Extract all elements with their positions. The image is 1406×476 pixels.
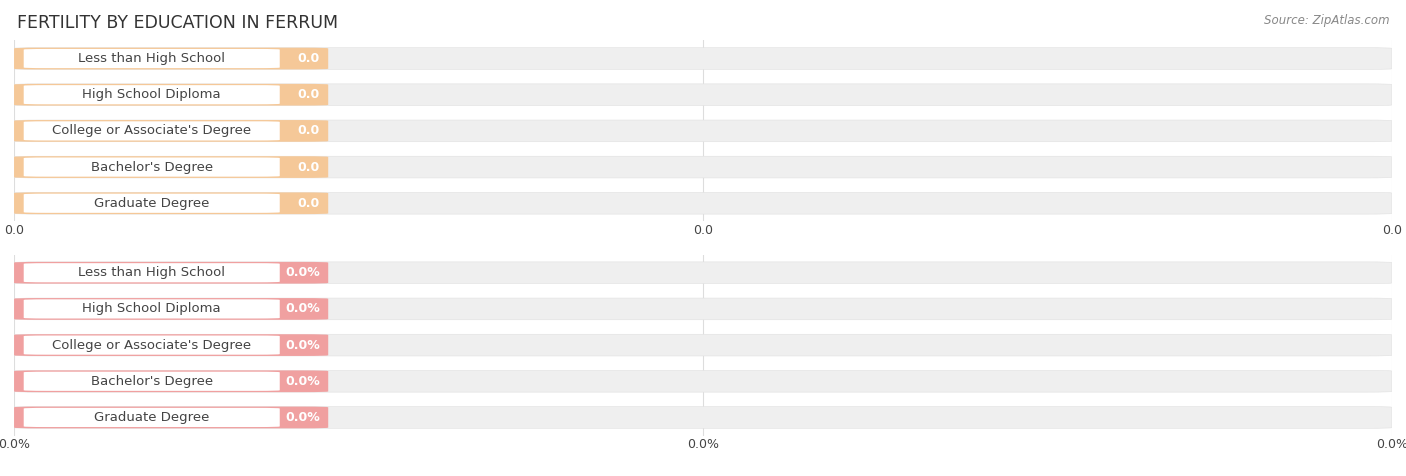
FancyBboxPatch shape	[14, 156, 1392, 178]
Text: FERTILITY BY EDUCATION IN FERRUM: FERTILITY BY EDUCATION IN FERRUM	[17, 14, 337, 32]
FancyBboxPatch shape	[24, 121, 280, 140]
Text: Graduate Degree: Graduate Degree	[94, 411, 209, 424]
Text: College or Associate's Degree: College or Associate's Degree	[52, 338, 252, 352]
Text: 0.0: 0.0	[1382, 224, 1402, 237]
Text: 0.0: 0.0	[4, 224, 24, 237]
Text: 0.0: 0.0	[298, 197, 321, 210]
FancyBboxPatch shape	[14, 262, 328, 284]
FancyBboxPatch shape	[24, 49, 280, 68]
FancyBboxPatch shape	[24, 299, 280, 318]
FancyBboxPatch shape	[14, 48, 1392, 69]
Text: 0.0%: 0.0%	[1376, 438, 1406, 451]
Text: 0.0: 0.0	[298, 88, 321, 101]
FancyBboxPatch shape	[14, 48, 328, 69]
FancyBboxPatch shape	[14, 298, 328, 320]
FancyBboxPatch shape	[14, 370, 1392, 392]
FancyBboxPatch shape	[14, 192, 328, 214]
Text: 0.0: 0.0	[693, 224, 713, 237]
Text: 0.0%: 0.0%	[285, 375, 321, 388]
Text: College or Associate's Degree: College or Associate's Degree	[52, 124, 252, 138]
FancyBboxPatch shape	[14, 407, 328, 428]
Text: 0.0%: 0.0%	[688, 438, 718, 451]
FancyBboxPatch shape	[14, 120, 328, 142]
Text: High School Diploma: High School Diploma	[83, 302, 221, 316]
Text: Bachelor's Degree: Bachelor's Degree	[90, 160, 212, 174]
Text: Graduate Degree: Graduate Degree	[94, 197, 209, 210]
FancyBboxPatch shape	[14, 334, 1392, 356]
Text: Less than High School: Less than High School	[79, 52, 225, 65]
FancyBboxPatch shape	[24, 158, 280, 177]
FancyBboxPatch shape	[24, 408, 280, 427]
FancyBboxPatch shape	[14, 120, 1392, 142]
FancyBboxPatch shape	[24, 194, 280, 213]
FancyBboxPatch shape	[14, 84, 1392, 106]
FancyBboxPatch shape	[24, 263, 280, 282]
Text: 0.0: 0.0	[298, 52, 321, 65]
Text: 0.0: 0.0	[298, 124, 321, 138]
FancyBboxPatch shape	[24, 372, 280, 391]
FancyBboxPatch shape	[14, 262, 1392, 284]
Text: 0.0%: 0.0%	[0, 438, 30, 451]
Text: Bachelor's Degree: Bachelor's Degree	[90, 375, 212, 388]
FancyBboxPatch shape	[14, 298, 1392, 320]
FancyBboxPatch shape	[14, 407, 1392, 428]
Text: Source: ZipAtlas.com: Source: ZipAtlas.com	[1264, 14, 1389, 27]
FancyBboxPatch shape	[24, 336, 280, 355]
Text: 0.0: 0.0	[298, 160, 321, 174]
Text: 0.0%: 0.0%	[285, 302, 321, 316]
FancyBboxPatch shape	[14, 192, 1392, 214]
Text: 0.0%: 0.0%	[285, 266, 321, 279]
Text: 0.0%: 0.0%	[285, 338, 321, 352]
Text: 0.0%: 0.0%	[285, 411, 321, 424]
FancyBboxPatch shape	[14, 84, 328, 106]
FancyBboxPatch shape	[14, 334, 328, 356]
FancyBboxPatch shape	[14, 156, 328, 178]
FancyBboxPatch shape	[24, 85, 280, 104]
Text: Less than High School: Less than High School	[79, 266, 225, 279]
FancyBboxPatch shape	[14, 370, 328, 392]
Text: High School Diploma: High School Diploma	[83, 88, 221, 101]
